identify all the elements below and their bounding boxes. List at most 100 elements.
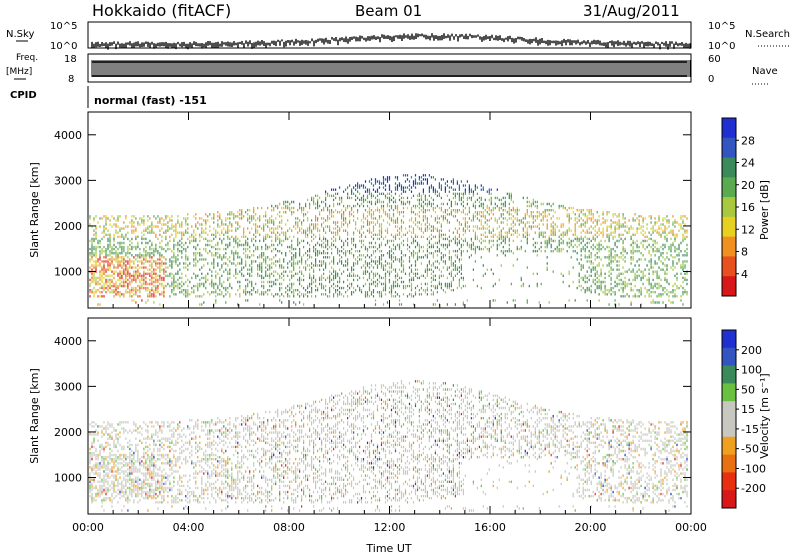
noise-panel-frame <box>87 21 692 49</box>
echo-points <box>325 174 498 193</box>
colorbar-tick-label: 12 <box>741 223 755 236</box>
noise-trace <box>91 33 691 50</box>
echo-points <box>127 394 682 512</box>
colorbar-tick-label: 8 <box>741 246 748 259</box>
nsky-label: N.Sky <box>6 29 34 40</box>
ytick-label: 1000 <box>54 472 82 485</box>
colorbar-tick-label: -100 <box>741 462 766 475</box>
echo-points <box>333 174 492 193</box>
xtick-label: 00:00 <box>675 521 707 534</box>
colorbar-tick-label: 28 <box>741 134 755 147</box>
xtick-label: 20:00 <box>575 521 607 534</box>
xtick-label: 04:00 <box>173 521 205 534</box>
colorbar-tick-label: 20 <box>741 179 755 192</box>
xtick-label: 00:00 <box>72 521 104 534</box>
ytick-label: 1000 <box>54 266 82 279</box>
colorbar-tick-label: -50 <box>741 443 759 456</box>
cpid-label: CPID <box>10 90 37 101</box>
colorbar-tick-label: 24 <box>741 157 755 170</box>
colorbar-tick-label: 200 <box>741 344 762 357</box>
ytick-label: 4000 <box>54 335 82 348</box>
freq-unit: [MHz] <box>6 67 32 77</box>
colorbar-swatch <box>722 157 736 178</box>
nsky-tick-high: 10^5 <box>50 21 77 32</box>
colorbar-swatch <box>722 177 736 198</box>
echo-points <box>89 206 688 306</box>
colorbar-swatch <box>722 454 736 473</box>
colorbar-swatch <box>722 472 736 491</box>
echo-points <box>89 256 165 302</box>
nsearch-tick-high: 10^5 <box>708 21 735 32</box>
colorbar-swatch <box>722 490 736 509</box>
velocity-colorbar: 200 100 50 15 -15 -50 -100 -200 <box>721 329 766 509</box>
echo-points <box>91 396 682 508</box>
echo-points <box>89 174 688 306</box>
colorbar-tick-label: 50 <box>741 383 755 396</box>
velocity-axes: 1000 2000 3000 4000 00:00 04:00 08:00 12:00 16:0… <box>54 318 707 534</box>
echo-points <box>97 382 688 508</box>
colorbar-swatch <box>722 216 736 238</box>
noise-samples <box>91 33 691 50</box>
velocity-colorbar-label: Velocity [m s⁻¹] <box>758 373 771 458</box>
ytick-label: 3000 <box>54 380 82 393</box>
colorbar-tick-label: 15 <box>741 403 755 416</box>
power-ylabel: Slant Range [km] <box>28 162 41 258</box>
power-colorbar-label: Power [dB] <box>758 180 771 240</box>
velocity-ylabel: Slant Range [km] <box>28 368 41 464</box>
ytick-label: 4000 <box>54 129 82 142</box>
colorbar-swatch <box>722 419 736 438</box>
echo-points <box>89 206 688 306</box>
colorbar-swatch <box>722 401 736 420</box>
colorbar-swatch <box>722 330 736 349</box>
nsky-tick-low: 10^0 <box>50 41 77 52</box>
nave-tick-high: 60 <box>708 54 721 65</box>
xtick-label: 08:00 <box>273 521 305 534</box>
colorbar-tick-label: -15 <box>741 423 759 436</box>
echo-points <box>89 380 688 512</box>
colorbar-swatch <box>722 276 736 297</box>
cpid-text: normal (fast) -151 <box>94 94 207 107</box>
freq-tick-low: 8 <box>68 74 74 85</box>
colorbar-swatch <box>722 137 736 159</box>
ytick-label: 2000 <box>54 220 82 233</box>
freq-tick-high: 18 <box>64 54 77 65</box>
colorbar-tick-label: -200 <box>741 482 766 495</box>
colorbar-swatch <box>722 365 736 384</box>
echo-points <box>89 382 688 512</box>
station-title: Hokkaido (fitACF) <box>92 1 231 20</box>
colorbar-swatch <box>722 383 736 402</box>
colorbar-frame <box>721 329 737 509</box>
echo-points <box>91 394 682 496</box>
velocity-scatter <box>89 380 688 512</box>
date-title: 31/Aug/2011 <box>583 2 680 20</box>
xtick-label: 12:00 <box>374 521 406 534</box>
colorbar-swatch <box>722 436 736 456</box>
echo-points <box>89 192 688 306</box>
power-colorbar: 28 24 20 16 12 8 4 <box>721 117 755 297</box>
echo-points <box>89 396 688 500</box>
freq-panel-frame <box>87 53 692 83</box>
ytick-label: 3000 <box>54 174 82 187</box>
colorbar-swatch <box>722 236 736 257</box>
freq-trace <box>91 60 691 77</box>
colorbar-tick-label: 4 <box>741 268 748 281</box>
colorbar-swatch <box>722 118 736 139</box>
time-axis-label: Time UT <box>365 542 411 554</box>
echo-points <box>89 380 688 512</box>
nsearch-tick-low: 10^0 <box>708 41 735 52</box>
colorbar-swatch <box>722 347 736 367</box>
freq-samples <box>91 60 691 77</box>
ytick-label: 2000 <box>54 426 82 439</box>
colorbar-swatch <box>722 256 736 277</box>
beam-title: Beam 01 <box>355 2 422 20</box>
nave-tick-low: 0 <box>708 74 714 85</box>
nsearch-label: N.Search <box>745 29 790 40</box>
echo-points <box>93 380 662 508</box>
xtick-label: 16:00 <box>474 521 506 534</box>
colorbar-tick-label: 100 <box>741 364 762 377</box>
power-scatter <box>89 174 688 306</box>
freq-label: Freq. <box>16 53 38 63</box>
nave-label: Nave <box>752 66 778 77</box>
colorbar-swatch <box>722 197 736 218</box>
